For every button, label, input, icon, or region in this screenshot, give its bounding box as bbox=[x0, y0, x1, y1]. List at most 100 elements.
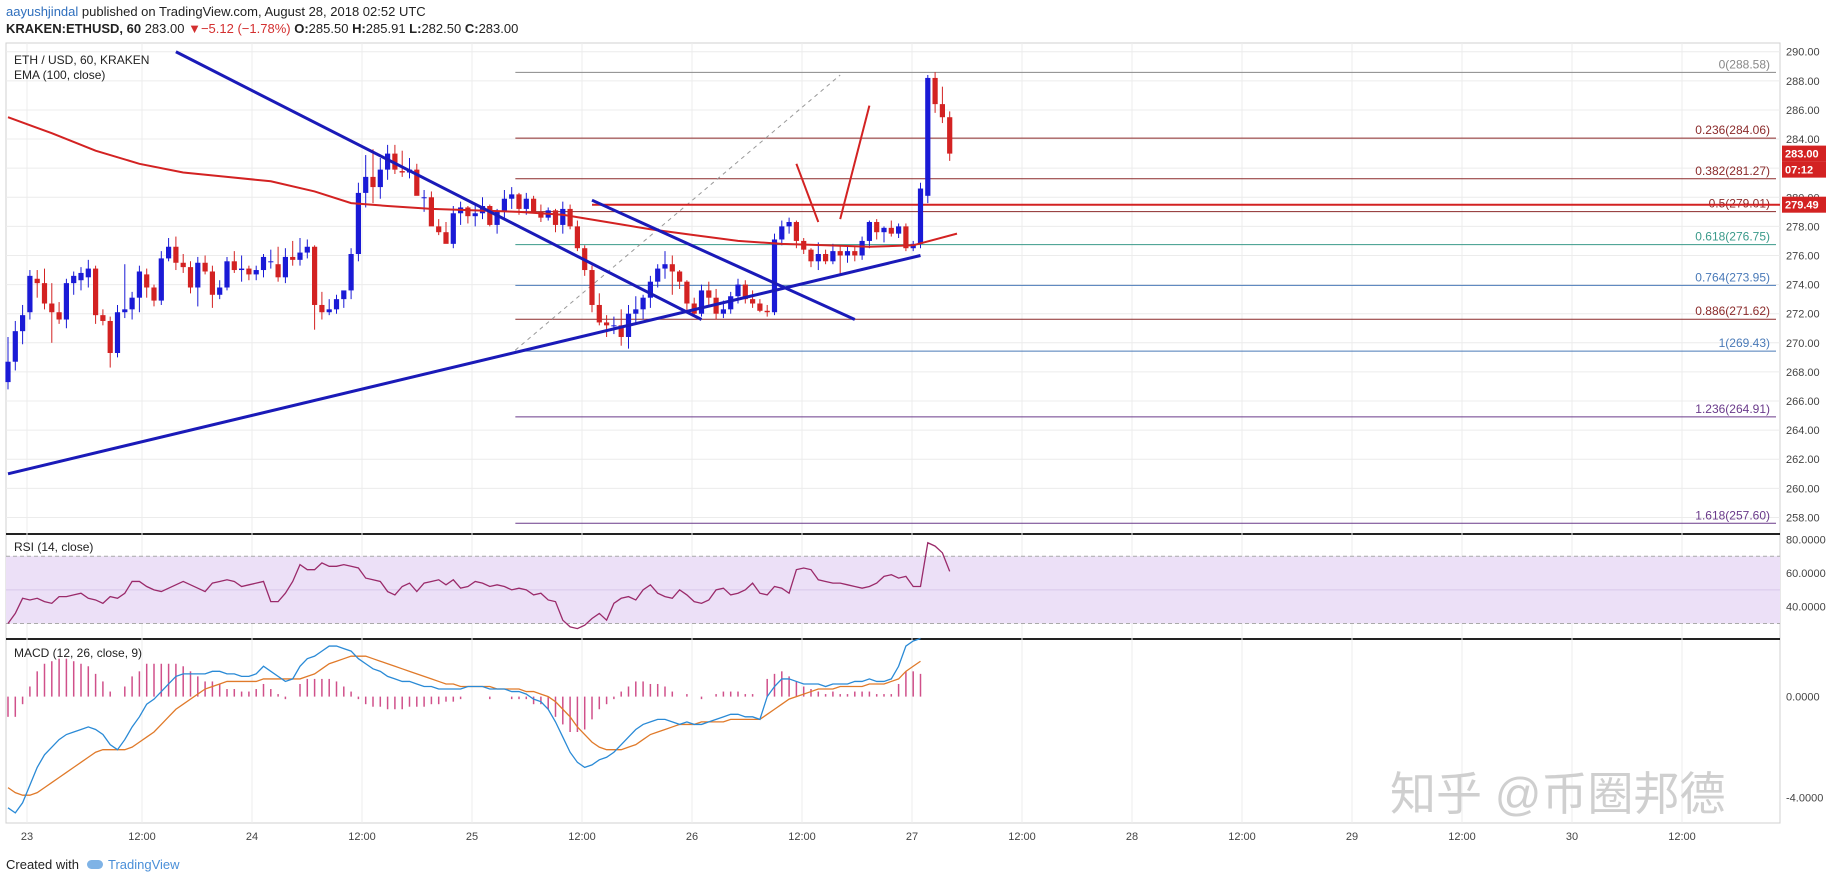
candle-body[interactable] bbox=[399, 171, 405, 173]
candle-body[interactable] bbox=[823, 254, 829, 262]
candle-body[interactable] bbox=[720, 309, 726, 314]
candle-body[interactable] bbox=[618, 325, 624, 337]
candle-body[interactable] bbox=[888, 227, 894, 234]
candle-body[interactable] bbox=[574, 226, 580, 249]
candle-body[interactable] bbox=[560, 208, 566, 225]
candle-body[interactable] bbox=[414, 169, 420, 196]
candle-body[interactable] bbox=[742, 284, 748, 300]
ema-line[interactable] bbox=[7, 116, 958, 248]
candle-body[interactable] bbox=[100, 315, 106, 321]
candle-body[interactable] bbox=[677, 271, 683, 282]
candle-body[interactable] bbox=[297, 252, 303, 260]
candle-body[interactable] bbox=[808, 249, 814, 262]
candle-body[interactable] bbox=[589, 270, 595, 305]
candle-body[interactable] bbox=[932, 77, 938, 105]
candle-body[interactable] bbox=[136, 271, 142, 298]
candle-body[interactable] bbox=[290, 256, 296, 260]
candle-body[interactable] bbox=[866, 222, 872, 241]
tradingview-link[interactable]: TradingView bbox=[108, 857, 180, 872]
candle-body[interactable] bbox=[107, 320, 113, 353]
candle-body[interactable] bbox=[450, 213, 456, 244]
candle-body[interactable] bbox=[698, 290, 705, 314]
candle-body[interactable] bbox=[567, 208, 573, 227]
trend-line[interactable] bbox=[7, 254, 921, 476]
candle-body[interactable] bbox=[129, 297, 135, 310]
candle-body[interactable] bbox=[501, 198, 507, 212]
candle-body[interactable] bbox=[304, 246, 310, 253]
candle-body[interactable] bbox=[764, 310, 770, 313]
candle-body[interactable] bbox=[268, 261, 274, 263]
candle-body[interactable] bbox=[5, 361, 11, 383]
time-axis[interactable]: 23 12:00 24 12:00 25 12:00 26 12:00 27 12:00 28 12:… bbox=[21, 831, 1696, 843]
candle-body[interactable] bbox=[187, 267, 194, 288]
candle-body[interactable] bbox=[377, 169, 383, 188]
candle-body[interactable] bbox=[385, 153, 391, 170]
candle-body[interactable] bbox=[180, 262, 186, 268]
candle-body[interactable] bbox=[20, 315, 26, 332]
macd-line[interactable] bbox=[7, 637, 921, 814]
candle-body[interactable] bbox=[85, 268, 91, 278]
candle-body[interactable] bbox=[49, 303, 55, 313]
candle-body[interactable] bbox=[12, 331, 18, 362]
candle-body[interactable] bbox=[27, 275, 33, 313]
candle-body[interactable] bbox=[947, 117, 953, 154]
rsi-pane[interactable] bbox=[6, 541, 1780, 630]
candle-body[interactable] bbox=[166, 246, 172, 259]
candle-body[interactable] bbox=[151, 287, 157, 301]
candle-body[interactable] bbox=[874, 222, 880, 233]
candle-body[interactable] bbox=[195, 262, 201, 288]
candle-body[interactable] bbox=[282, 256, 288, 278]
candle-body[interactable] bbox=[859, 240, 865, 256]
candle-body[interactable] bbox=[917, 188, 924, 244]
candle-body[interactable] bbox=[363, 176, 369, 193]
candle-body[interactable] bbox=[239, 268, 245, 271]
candle-body[interactable] bbox=[202, 262, 208, 272]
candle-body[interactable] bbox=[837, 251, 843, 256]
candle-body[interactable] bbox=[750, 299, 756, 304]
chart-area[interactable]: 0(288.58) 0.236(284.06) 0.382(281.27) 0.5(2… bbox=[0, 40, 1828, 850]
candle-body[interactable] bbox=[728, 296, 734, 310]
candle-body[interactable] bbox=[348, 254, 354, 291]
candle-body[interactable] bbox=[793, 222, 799, 241]
candle-body[interactable] bbox=[881, 227, 887, 233]
candle-body[interactable] bbox=[326, 309, 332, 313]
candle-body[interactable] bbox=[231, 261, 237, 271]
candle-body[interactable] bbox=[56, 312, 62, 320]
candle-body[interactable] bbox=[611, 325, 617, 327]
candle-body[interactable] bbox=[779, 226, 785, 240]
candle-body[interactable] bbox=[531, 198, 537, 212]
candle-body[interactable] bbox=[604, 322, 610, 326]
candle-body[interactable] bbox=[786, 222, 792, 227]
candle-body[interactable] bbox=[684, 281, 690, 304]
candle-body[interactable] bbox=[93, 268, 99, 316]
candle-body[interactable] bbox=[465, 207, 471, 217]
candle-body[interactable] bbox=[509, 194, 515, 199]
candle-body[interactable] bbox=[538, 211, 544, 218]
candle-body[interactable] bbox=[640, 297, 646, 310]
candle-body[interactable] bbox=[844, 251, 851, 256]
candle-body[interactable] bbox=[852, 251, 858, 256]
candle-body[interactable] bbox=[552, 210, 559, 225]
candle-body[interactable] bbox=[209, 271, 215, 295]
candle-body[interactable] bbox=[41, 283, 48, 304]
candle-body[interactable] bbox=[523, 198, 529, 209]
trend-line[interactable] bbox=[591, 198, 856, 321]
trend-line[interactable] bbox=[175, 50, 703, 321]
candle-body[interactable] bbox=[78, 272, 84, 281]
candle-body[interactable] bbox=[144, 274, 150, 288]
macd-signal-line[interactable] bbox=[7, 655, 921, 796]
candle-body[interactable] bbox=[217, 287, 223, 295]
candle-body[interactable] bbox=[253, 270, 259, 275]
candle-body[interactable] bbox=[516, 194, 522, 209]
candle-body[interactable] bbox=[771, 239, 778, 313]
candle-body[interactable] bbox=[246, 268, 252, 275]
price-axis[interactable]: 258.00 260.00 262.00 264.00 266.00 268.00 270.… bbox=[1782, 47, 1826, 805]
candle-body[interactable] bbox=[312, 246, 318, 305]
candle-body[interactable] bbox=[925, 77, 931, 196]
candle-body[interactable] bbox=[428, 197, 434, 227]
candle-body[interactable] bbox=[596, 304, 602, 323]
candle-body[interactable] bbox=[122, 309, 128, 313]
candle-body[interactable] bbox=[333, 299, 340, 310]
candle-body[interactable] bbox=[370, 176, 376, 188]
candle-body[interactable] bbox=[34, 278, 40, 284]
